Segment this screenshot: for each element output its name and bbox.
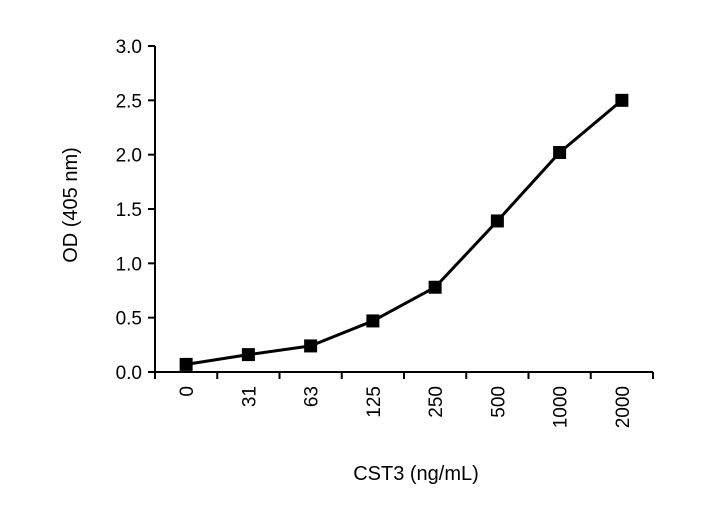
x-tick-label: 63 xyxy=(302,386,323,407)
data-point-marker xyxy=(490,214,504,228)
y-tick-label: 3.0 xyxy=(116,37,142,58)
data-point-marker xyxy=(241,348,255,362)
x-tick-label: 0 xyxy=(177,386,198,397)
y-tick-label: 2.5 xyxy=(116,91,142,112)
x-tick-label: 125 xyxy=(364,386,385,418)
y-tick-label: 0.0 xyxy=(116,363,142,384)
data-point-marker xyxy=(553,145,567,159)
series-group xyxy=(179,93,629,371)
y-axis-ticks: 0.0 0.5 1.0 1.5 2.0 2.5 3.0 xyxy=(116,37,155,384)
x-tick-label: 1000 xyxy=(551,386,572,428)
x-tick-label: 250 xyxy=(426,386,447,418)
y-tick-label: 2.0 xyxy=(116,146,142,167)
y-tick-label: 1.0 xyxy=(116,254,142,275)
x-axis-title: CST3 (ng/mL) xyxy=(353,463,479,485)
x-tick-label: 500 xyxy=(488,386,509,418)
x-tick-label: 31 xyxy=(239,386,260,407)
data-point-marker xyxy=(615,93,629,107)
data-point-marker xyxy=(366,314,380,328)
data-point-marker xyxy=(304,339,318,353)
y-tick-label: 1.5 xyxy=(116,200,142,221)
axes xyxy=(154,46,653,373)
data-point-marker xyxy=(428,280,442,294)
y-tick-label: 0.5 xyxy=(116,309,142,330)
data-point-marker xyxy=(179,357,193,371)
x-tick-label: 2000 xyxy=(613,386,634,428)
x-axis-ticks: 0 31 63 125 250 500 1000 2000 xyxy=(154,372,654,428)
series-line xyxy=(185,99,623,366)
y-axis-title: OD (405 nm) xyxy=(60,147,82,263)
